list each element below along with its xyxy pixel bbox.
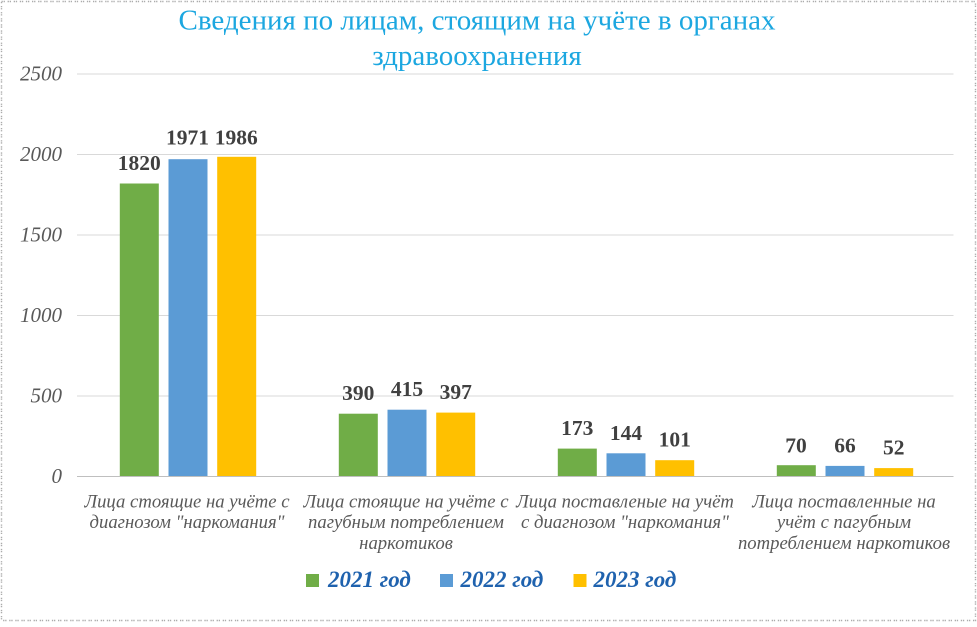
svg-text:с диагнозом "наркомания": с диагнозом "наркомания": [521, 512, 729, 533]
svg-text:0: 0: [52, 464, 63, 488]
svg-text:52: 52: [883, 436, 905, 460]
svg-text:Лица поставленные на: Лица поставленные на: [751, 492, 935, 513]
svg-text:66: 66: [834, 434, 856, 458]
svg-text:1986: 1986: [215, 125, 258, 149]
svg-text:1971: 1971: [166, 125, 209, 149]
svg-text:390: 390: [342, 381, 374, 405]
svg-text:70: 70: [785, 434, 807, 458]
svg-text:1000: 1000: [20, 303, 63, 327]
svg-text:500: 500: [31, 384, 63, 408]
svg-text:2500: 2500: [20, 62, 63, 86]
svg-text:2023 год: 2023 год: [593, 567, 677, 592]
svg-text:потреблением наркотиков: потреблением наркотиков: [738, 533, 950, 554]
svg-text:Сведения по лицам, стоящим на: Сведения по лицам, стоящим на учёте в ор…: [178, 5, 776, 37]
svg-text:2000: 2000: [20, 142, 63, 166]
svg-text:Лица стоящие на учёте с: Лица стоящие на учёте с: [302, 492, 509, 513]
svg-text:1820: 1820: [118, 151, 161, 175]
svg-text:2022 год: 2022 год: [460, 567, 544, 592]
svg-text:диагнозом "наркомания": диагнозом "наркомания": [90, 512, 285, 533]
svg-text:Лица поставленые на учёт: Лица поставленые на учёт: [515, 492, 734, 513]
svg-text:2021 год: 2021 год: [327, 567, 411, 592]
svg-text:173: 173: [561, 416, 594, 440]
svg-text:415: 415: [391, 377, 423, 401]
svg-text:397: 397: [440, 380, 473, 404]
svg-text:Лица стоящие на учёте с: Лица стоящие на учёте с: [83, 492, 290, 513]
svg-text:1500: 1500: [20, 223, 63, 247]
svg-text:101: 101: [659, 428, 691, 452]
svg-text:пагубным потреблением: пагубным потреблением: [308, 512, 504, 533]
svg-text:учёт с пагубным: учёт с пагубным: [775, 512, 911, 533]
svg-text:144: 144: [610, 421, 643, 445]
svg-text:здравоохранения: здравоохранения: [372, 40, 581, 72]
svg-text:наркотиков: наркотиков: [359, 533, 453, 554]
